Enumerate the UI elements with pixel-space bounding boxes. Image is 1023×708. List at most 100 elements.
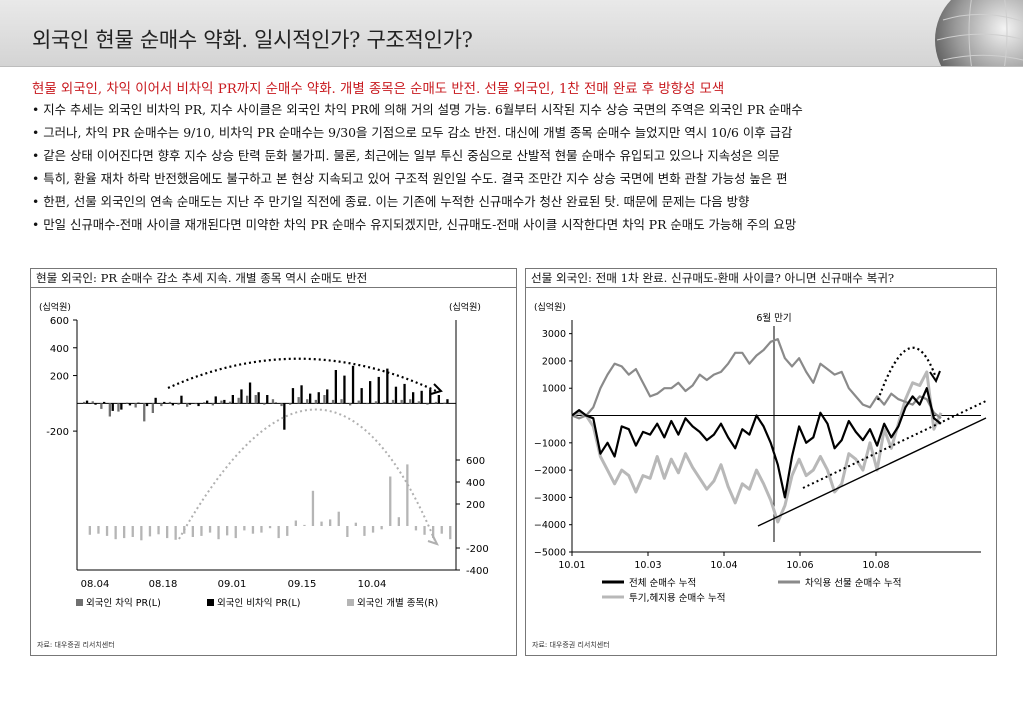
x-tick-label: 08.04 [81, 579, 110, 590]
bar-arbitrage-pr [306, 399, 309, 404]
bar-arbitrage-pr [125, 402, 129, 404]
bar-non-arbitrage-pr [429, 389, 432, 404]
support-trendline [757, 417, 987, 527]
y-tick-label: 1000 [542, 384, 566, 395]
bar-non-arbitrage-pr [309, 393, 312, 404]
bar-arbitrage-pr [108, 403, 111, 417]
bar-non-arbitrage-pr [248, 382, 252, 404]
bar-arbitrage-pr [383, 401, 386, 404]
bar-arbitrage-pr [143, 403, 146, 422]
bar-non-arbitrage-pr [343, 375, 346, 404]
legend-label: 투기,헤지용 순매수 누적 [629, 592, 725, 604]
bar-individual-stock [234, 526, 237, 539]
bar-individual-stock [354, 522, 357, 526]
left-chart-panel: 현물 외국인: PR 순매수 감소 추세 지속. 개별 종목 역시 순매도 반전… [30, 268, 517, 656]
bar-arbitrage-pr [134, 403, 137, 408]
futures-cumulative-line-chart: (십억원) 3000 2000 1000 −1000 −2000 −3000 −4000 −50… [534, 301, 987, 604]
bar-non-arbitrage-pr [137, 402, 140, 404]
bar-non-arbitrage-pr [283, 403, 286, 430]
right-axis-unit: (십억원) [449, 301, 481, 313]
legend-label: 차익용 선물 순매수 누적 [805, 577, 901, 589]
bar-non-arbitrage-pr [171, 403, 174, 406]
bar-non-arbitrage-pr [360, 388, 363, 404]
bar-non-arbitrage-pr [154, 397, 157, 404]
bar-arbitrage-pr [271, 399, 275, 404]
bar-individual-stock [217, 526, 220, 540]
grey-trend-arrowhead [427, 533, 439, 546]
june-expiry-label: 6월 만기 [756, 312, 791, 324]
bar-individual-stock [200, 526, 203, 536]
bullet-item: 한편, 선물 외국인의 연속 순매도는 지난 주 만기일 직전에 종료. 이는 … [32, 194, 982, 209]
bar-individual-stock [406, 464, 409, 526]
bar-non-arbitrage-pr [85, 400, 89, 404]
bar-arbitrage-pr [374, 401, 378, 404]
bar-individual-stock [303, 524, 306, 526]
bar-individual-stock [440, 526, 443, 534]
bar-arbitrage-pr [443, 402, 446, 404]
bar-individual-stock [294, 520, 297, 526]
bar-non-arbitrage-pr [206, 400, 209, 404]
legend-swatch [76, 599, 83, 606]
bar-non-arbitrage-pr [420, 390, 423, 404]
bar-non-arbitrage-pr [266, 395, 269, 404]
bar-individual-stock [251, 526, 255, 534]
bar-individual-stock [157, 526, 160, 535]
bar-non-arbitrage-pr [163, 401, 166, 404]
bar-individual-stock [268, 526, 272, 529]
bar-individual-stock [337, 511, 340, 526]
bar-individual-stock [226, 526, 229, 536]
bar-arbitrage-pr [237, 397, 240, 404]
bar-arbitrage-pr [211, 403, 214, 406]
legend-label: 전체 순매수 누적 [629, 577, 696, 589]
bar-individual-stock [380, 526, 383, 530]
bar-arbitrage-pr [194, 403, 197, 405]
bar-non-arbitrage-pr [197, 403, 200, 407]
bar-non-arbitrage-pr [180, 395, 183, 404]
bar-individual-stock [88, 526, 91, 535]
x-tick-label: 09.15 [288, 579, 317, 590]
bar-arbitrage-pr [323, 395, 326, 404]
bar-individual-stock [363, 526, 366, 536]
bar-individual-stock [174, 526, 177, 540]
right-chart-panel: 선물 외국인: 전매 1차 완료. 신규매도-환매 사이클? 아니면 신규매수 … [525, 268, 997, 656]
left-tick-label: 200 [50, 372, 69, 383]
y-axis-unit: (십억원) [534, 301, 566, 313]
bar-non-arbitrage-pr [240, 389, 243, 404]
x-tick-label: 10.04 [358, 579, 387, 590]
total-cumulative-line [571, 387, 942, 499]
bar-individual-stock [123, 526, 126, 539]
bar-individual-stock [166, 526, 169, 539]
dotted-trendline [802, 400, 987, 489]
x-tick-label: 09.01 [218, 579, 247, 590]
bar-arbitrage-pr [366, 403, 369, 405]
bar-individual-stock [320, 521, 323, 526]
x-tick-label: 10.03 [634, 560, 661, 571]
right-tick-label: 600 [466, 456, 485, 467]
bar-non-arbitrage-pr [300, 385, 303, 404]
bar-non-arbitrage-pr [403, 383, 406, 404]
bar-non-arbitrage-pr [257, 392, 260, 404]
bullet-item: 특히, 환율 재차 하락 반전했음에도 불구하고 본 현상 지속되고 있어 구조… [32, 171, 982, 186]
bar-arbitrage-pr [160, 403, 163, 407]
bar-individual-stock [260, 526, 263, 533]
black-trend-arrowhead [430, 383, 443, 395]
bar-arbitrage-pr [186, 403, 189, 407]
bar-arbitrage-pr [246, 395, 249, 404]
y-tick-label: 3000 [542, 329, 566, 340]
bar-arbitrage-pr [91, 401, 94, 404]
right-tick-label: 200 [466, 500, 485, 511]
bar-non-arbitrage-pr [94, 403, 97, 405]
bar-arbitrage-pr [168, 401, 172, 404]
x-tick-label: 10.08 [862, 560, 889, 571]
bar-arbitrage-pr [426, 403, 429, 405]
bullet-list: 지수 추세는 외국인 비차익 PR, 지수 사이클은 외국인 차익 PR에 의해… [32, 102, 982, 240]
bar-non-arbitrage-pr [386, 368, 389, 404]
bar-arbitrage-pr [177, 403, 180, 405]
bar-individual-stock [114, 526, 117, 540]
x-tick-label: 10.04 [710, 560, 737, 571]
bar-non-arbitrage-pr [103, 401, 106, 404]
bar-non-arbitrage-pr [369, 381, 372, 404]
headline-summary: 현물 외국인, 차익 이어서 비차익 PR까지 순매수 약화. 개별 종목은 순… [32, 82, 725, 97]
bar-non-arbitrage-pr [412, 392, 415, 404]
bar-non-arbitrage-pr [394, 386, 398, 404]
